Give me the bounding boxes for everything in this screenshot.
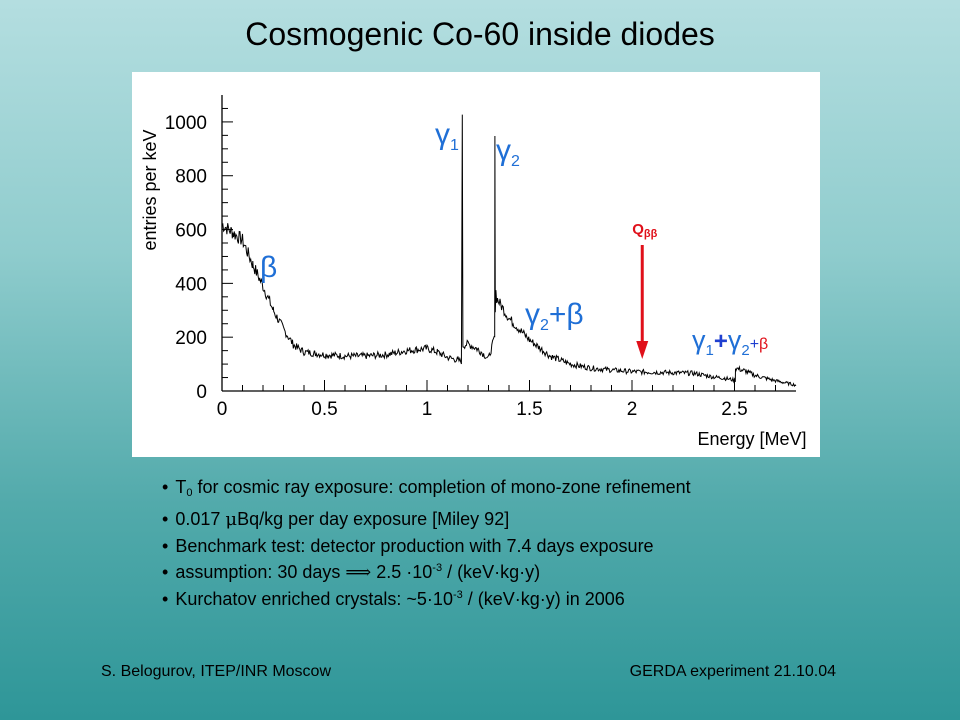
- x-tick-label: 2: [627, 399, 638, 420]
- footer-event: GERDA experiment 21.10.04: [629, 663, 836, 680]
- sum-peak-plus1: +: [714, 328, 728, 355]
- gamma2-beta-label: γ2+β: [525, 298, 584, 334]
- sum-peak-beta: β: [759, 336, 768, 353]
- sum-peak-sub2: 2: [741, 342, 749, 359]
- bullet-item: Kurchatov enriched crystals: ~5·10-3 / (…: [162, 586, 922, 612]
- sum-peak-sub1: 1: [706, 342, 714, 359]
- y-tick-label: 800: [175, 167, 207, 188]
- spectrum-plot: 0 0.5 1 1.5 2 2.5 0 200 400 600 800 1000 Energy [MeV…: [132, 72, 820, 457]
- x-axis-label: Energy [MeV]: [697, 429, 806, 449]
- y-tick-label: 200: [175, 328, 207, 349]
- bullet-item: T0 for cosmic ray exposure: completion o…: [162, 474, 922, 506]
- x-tick-label: 1.5: [516, 399, 542, 420]
- x-tick-label: 0.5: [311, 399, 337, 420]
- spectrum-chart-svg: 0 0.5 1 1.5 2 2.5 0 200 400 600 800 1000 Energy [MeV…: [140, 95, 807, 449]
- qbb-arrow-head: [636, 341, 649, 359]
- sum-peak-gamma2: γ: [728, 325, 742, 355]
- x-tick-label: 1: [422, 399, 433, 420]
- qbb-subscript: ββ: [644, 228, 658, 240]
- sum-peak-plus2: +: [750, 336, 759, 353]
- footer-author: S. Belogurov, ITEP/INR Moscow: [101, 663, 331, 680]
- gamma2-beta-plus: +β: [549, 298, 584, 331]
- qbb-label: Qββ: [632, 221, 657, 240]
- spectrum-line: [221, 114, 797, 388]
- beta-label: β: [260, 251, 277, 284]
- y-tick-label: 0: [196, 382, 207, 403]
- bullet-list: T0 for cosmic ray exposure: completion o…: [162, 474, 922, 612]
- gamma1-label: γ1: [435, 118, 459, 154]
- x-tick-label: 0: [217, 399, 228, 420]
- gamma1-subscript: 1: [450, 137, 459, 154]
- y-axis-label: entries per keV: [140, 129, 160, 250]
- x-tick-label: 2.5: [721, 399, 747, 420]
- gamma2-label: γ2: [496, 134, 520, 170]
- bullet-item: assumption: 30 days ⟹ 2.5 ·10-3 / (keV·k…: [162, 559, 922, 586]
- implies-arrow: ⟹: [345, 562, 372, 583]
- y-tick-label: 600: [175, 221, 207, 242]
- gamma2-subscript: 2: [511, 153, 520, 170]
- sum-peak-label: γ1+γ2+β: [692, 325, 768, 359]
- bullet-item: Benchmark test: detector production with…: [162, 533, 922, 559]
- gamma2-beta-subscript: 2: [540, 317, 549, 334]
- y-tick-label: 400: [175, 274, 207, 295]
- slide-title: Cosmogenic Co-60 inside diodes: [245, 16, 715, 52]
- y-tick-label: 1000: [165, 113, 207, 134]
- bullet-item: 0.017 μBq/kg per day exposure [Miley 92]: [162, 506, 922, 533]
